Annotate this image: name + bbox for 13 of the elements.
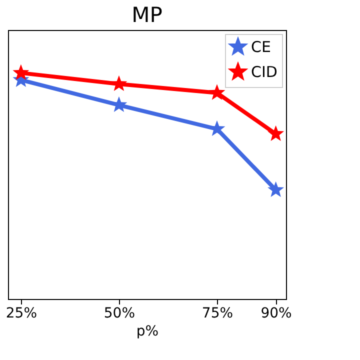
point: [268, 181, 284, 198]
point: [268, 125, 284, 141]
x-tick-label: 90%: [260, 306, 292, 322]
x-tick-label: 50%: [104, 306, 136, 322]
legend-label: CID: [251, 63, 278, 81]
point: [208, 84, 226, 100]
chart-title: MP: [132, 3, 162, 27]
point: [12, 64, 30, 80]
x-tick-label: 25%: [6, 306, 37, 322]
x-axis-title: p%: [136, 324, 159, 340]
x-tick-label: 75%: [202, 306, 234, 322]
point: [110, 75, 128, 92]
legend-label: CE: [251, 38, 271, 56]
